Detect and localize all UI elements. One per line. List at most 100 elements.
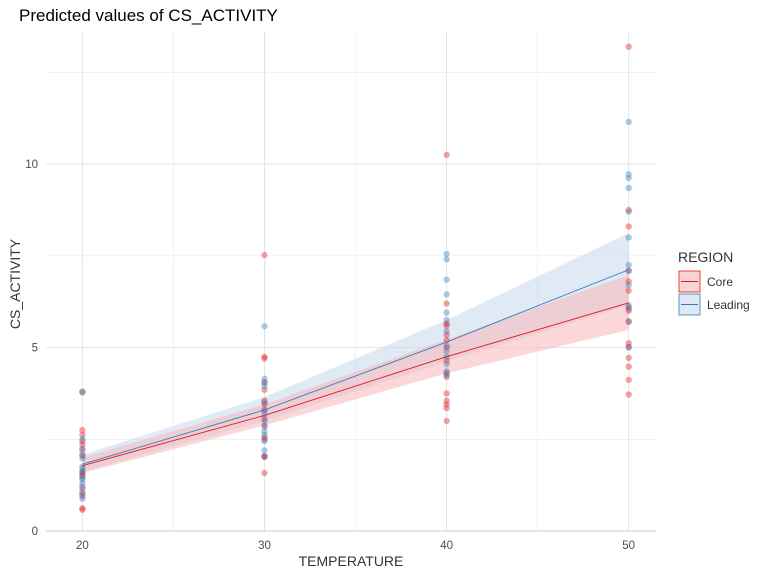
data-point-core	[625, 307, 632, 315]
data-point-leading	[79, 476, 86, 483]
data-point-core	[79, 468, 86, 475]
data-point-core	[261, 397, 268, 404]
data-point-leading	[261, 437, 268, 445]
data-point-core	[79, 492, 86, 500]
data-point-leading	[443, 316, 450, 324]
x-tick-label: 50	[622, 540, 635, 552]
x-axis-title: TEMPERATURE	[299, 553, 404, 569]
data-point-leading	[79, 491, 86, 498]
data-point-core	[79, 505, 86, 512]
y-axis-title: CS_ACTIVITY	[7, 238, 23, 329]
data-point-core	[443, 373, 450, 381]
data-point-core	[443, 151, 450, 159]
data-point-core	[443, 401, 450, 408]
data-point-leading	[261, 431, 268, 439]
data-point-core	[261, 379, 268, 386]
data-point-core	[443, 357, 450, 364]
data-point-core	[625, 343, 632, 351]
data-point-leading	[79, 436, 86, 443]
data-point-leading	[261, 417, 268, 425]
data-point-core	[443, 397, 450, 404]
data-point-leading	[625, 208, 632, 215]
x-tick-label: 30	[258, 540, 271, 552]
data-point-core	[625, 303, 632, 311]
x-tick-label: 40	[440, 540, 453, 552]
data-point-leading	[443, 250, 450, 258]
x-tick-labels: 20 30 40 50	[76, 540, 635, 552]
data-point-core	[79, 470, 86, 478]
data-point-leading	[625, 234, 632, 241]
data-point-leading	[443, 348, 450, 355]
data-point-leading	[443, 276, 450, 283]
data-point-core	[443, 331, 450, 338]
data-point-leading	[625, 174, 632, 182]
data-point-core	[443, 322, 450, 329]
data-point-core	[261, 353, 268, 360]
data-point-leading	[79, 474, 86, 481]
y-tick-label: 0	[32, 526, 38, 538]
data-point-leading	[443, 360, 450, 368]
data-point-leading	[625, 184, 632, 192]
data-point-core	[79, 441, 86, 448]
legend-label-core: Core	[707, 275, 733, 289]
data-point-leading	[261, 422, 268, 429]
data-point-core	[443, 417, 450, 425]
data-point-core	[261, 251, 268, 259]
data-point-core	[625, 223, 632, 230]
data-point-leading	[443, 256, 450, 263]
data-point-core	[443, 370, 450, 377]
data-point-core	[79, 431, 86, 439]
data-point-leading	[443, 371, 450, 379]
data-point-leading	[261, 428, 268, 435]
data-point-leading	[79, 445, 86, 452]
data-point-leading	[79, 495, 86, 502]
data-point-leading	[79, 463, 86, 470]
y-tick-label: 5	[32, 343, 38, 355]
legend-title: REGION	[678, 249, 733, 265]
y-tick-labels: 0 5 10	[25, 159, 38, 538]
data-point-core	[79, 426, 86, 434]
data-point-core	[79, 452, 86, 459]
data-points	[79, 43, 632, 513]
data-point-leading	[625, 317, 632, 325]
data-point-leading	[261, 399, 268, 406]
data-point-leading	[261, 453, 268, 461]
data-point-leading	[625, 344, 632, 351]
data-point-core	[79, 483, 86, 491]
data-point-core	[443, 390, 450, 397]
data-point-core	[79, 447, 86, 454]
data-point-core	[261, 401, 268, 408]
data-point-leading	[625, 268, 632, 275]
data-point-core	[261, 386, 268, 393]
prediction-line-leading	[82, 269, 629, 465]
data-point-core	[79, 389, 86, 396]
legend: REGION Core Leading	[678, 249, 750, 316]
data-point-leading	[625, 118, 632, 126]
data-point-leading	[625, 302, 632, 309]
data-point-core	[79, 506, 86, 513]
data-point-leading	[261, 382, 268, 390]
data-point-core	[261, 415, 268, 423]
data-point-core	[443, 320, 450, 327]
data-point-core	[443, 404, 450, 412]
data-point-leading	[79, 480, 86, 487]
data-point-core	[625, 376, 632, 384]
data-point-leading	[625, 261, 632, 269]
data-point-leading	[79, 388, 86, 395]
chart-title: Predicted values of CS_ACTIVITY	[19, 6, 278, 25]
data-point-leading	[443, 342, 450, 349]
data-point-core	[261, 355, 268, 362]
data-point-leading	[79, 465, 86, 472]
data-point-leading	[443, 327, 450, 335]
data-point-leading	[79, 469, 86, 476]
x-tick-label: 20	[76, 540, 89, 552]
data-point-core	[625, 318, 632, 326]
data-point-core	[79, 472, 86, 480]
data-point-leading	[79, 451, 86, 458]
prediction-line-core	[82, 302, 629, 467]
data-point-core	[443, 344, 450, 351]
data-point-leading	[261, 447, 268, 454]
data-point-core	[261, 434, 268, 441]
data-point-core	[625, 267, 632, 274]
